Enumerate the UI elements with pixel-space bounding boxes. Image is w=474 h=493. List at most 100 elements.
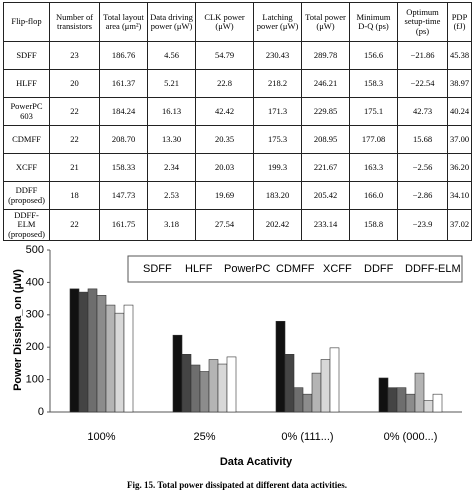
table-cell: 54.79: [195, 41, 254, 70]
bar: [199, 371, 210, 413]
header-cell: Number of transistors: [49, 2, 100, 42]
table-cell: DDFF (proposed): [3, 181, 50, 210]
table-cell: 22: [49, 125, 100, 154]
table-cell: 37.00: [447, 125, 472, 154]
bar: [293, 387, 304, 413]
table-cell: 23: [49, 41, 100, 70]
table-cell: 230.43: [253, 41, 302, 70]
header-cell: Optimum setup-time (ps): [397, 2, 448, 42]
table-cell: 2.34: [147, 153, 196, 182]
legend-entry: DDFF: [364, 263, 394, 275]
table-cell: XCFF: [3, 153, 50, 182]
table-cell: 208.70: [99, 125, 148, 154]
header-row: Flip-flop Number of transistors Total layo…: [3, 2, 472, 42]
table-cell: 2.53: [147, 181, 196, 210]
legend-entry: PowerPC: [224, 263, 271, 275]
table-cell: 5.21: [147, 69, 196, 98]
header-cell: Total layout area (μm²): [99, 2, 148, 42]
table-cell: HLFF: [3, 69, 50, 98]
bar: [396, 387, 407, 413]
legend-entry: CDMFF: [276, 263, 315, 275]
table-cell: 166.0: [349, 181, 398, 210]
header-cell: Total power (μW): [301, 2, 350, 42]
table-cell: 42.73: [397, 97, 448, 126]
bar: [208, 359, 219, 413]
y-tick-label: 200: [26, 341, 44, 353]
table-cell: 19.69: [195, 181, 254, 210]
bar: [311, 372, 322, 413]
x-axis-label: Data Acativity: [220, 456, 293, 468]
table-cell: 229.85: [301, 97, 350, 126]
bar: [87, 288, 98, 413]
table-cell: 175.1: [349, 97, 398, 126]
table-cell: 158.33: [99, 153, 148, 182]
header-cell: Data driving power (μW): [147, 2, 196, 42]
table-cell: 20: [49, 69, 100, 98]
legend-entry: HLFF: [185, 263, 213, 275]
bar: [329, 347, 340, 413]
table-cell: 22: [49, 97, 100, 126]
y-axis-label: Power Dissipa_on (µW): [12, 269, 24, 391]
bar: [181, 354, 192, 413]
y-tick-label: 300: [26, 309, 44, 321]
header-cell: PDP (fJ): [447, 2, 472, 42]
table-cell: 177.08: [349, 125, 398, 154]
bar: [378, 377, 389, 413]
table-cell: 20.35: [195, 125, 254, 154]
table-cell: PowerPC 603: [3, 97, 50, 126]
table-row: DDFF-ELM (proposed) 22 161.75 3.18 27.54 202.…: [3, 208, 472, 242]
table-cell: 20.03: [195, 153, 254, 182]
table-cell: CDMFF: [3, 125, 50, 154]
results-table: Flip-flop Number of transistors Total layo…: [3, 2, 472, 242]
table-cell: DDFF-ELM (proposed): [3, 208, 50, 242]
x-tick-label: 0% (000...): [384, 431, 438, 443]
table-row: SDFF 23 186.76 4.56 54.79 230.43 289.78 156.6 −2…: [3, 41, 472, 70]
table-cell: 38.97: [447, 69, 472, 98]
bar: [172, 334, 183, 413]
legend-entry: DDFF-ELM: [405, 263, 461, 275]
table-cell: 163.3: [349, 153, 398, 182]
table-cell: −2.86: [397, 181, 448, 210]
table-body: SDFF 23 186.76 4.56 54.79 230.43 289.78 156.6 −2…: [3, 41, 472, 242]
bar: [423, 400, 434, 413]
table-cell: 161.75: [99, 208, 148, 242]
table-cell: 27.54: [195, 208, 254, 242]
table-cell: 3.18: [147, 208, 196, 242]
table-row: PowerPC 603 22 184.24 16.13 42.42 171.3 229.85…: [3, 97, 472, 126]
table-cell: 202.42: [253, 208, 302, 242]
table-row: XCFF 21 158.33 2.34 20.03 199.3 221.67 163.3 −2.…: [3, 153, 472, 182]
y-tick-label: 500: [26, 244, 44, 256]
table-cell: 158.3: [349, 69, 398, 98]
y-tick-label: 100: [26, 374, 44, 386]
x-tick-label: 25%: [193, 431, 215, 443]
bar: [387, 387, 398, 413]
table-cell: 218.2: [253, 69, 302, 98]
table-cell: 171.3: [253, 97, 302, 126]
table-cell: 183.20: [253, 181, 302, 210]
y-tick-label: 400: [26, 276, 44, 288]
table-cell: 186.76: [99, 41, 148, 70]
table-cell: 42.42: [195, 97, 254, 126]
table-cell: −21.86: [397, 41, 448, 70]
table-cell: 34.10: [447, 181, 472, 210]
bar: [226, 356, 237, 413]
table-cell: −2.56: [397, 153, 448, 182]
bar: [123, 304, 134, 413]
bar: [432, 393, 443, 413]
table-cell: −22.54: [397, 69, 448, 98]
header-cell: Latching power (μW): [253, 2, 302, 42]
table-cell: 208.95: [301, 125, 350, 154]
table-cell: 22.8: [195, 69, 254, 98]
bar: [405, 393, 416, 413]
table-cell: 40.24: [447, 97, 472, 126]
table-cell: 156.6: [349, 41, 398, 70]
table-cell: 175.3: [253, 125, 302, 154]
bar: [217, 363, 228, 413]
table-cell: 205.42: [301, 181, 350, 210]
table-cell: 36.20: [447, 153, 472, 182]
table-cell: 184.24: [99, 97, 148, 126]
table-cell: 21: [49, 153, 100, 182]
table-cell: −23.9: [397, 208, 448, 242]
table-cell: 22: [49, 208, 100, 242]
